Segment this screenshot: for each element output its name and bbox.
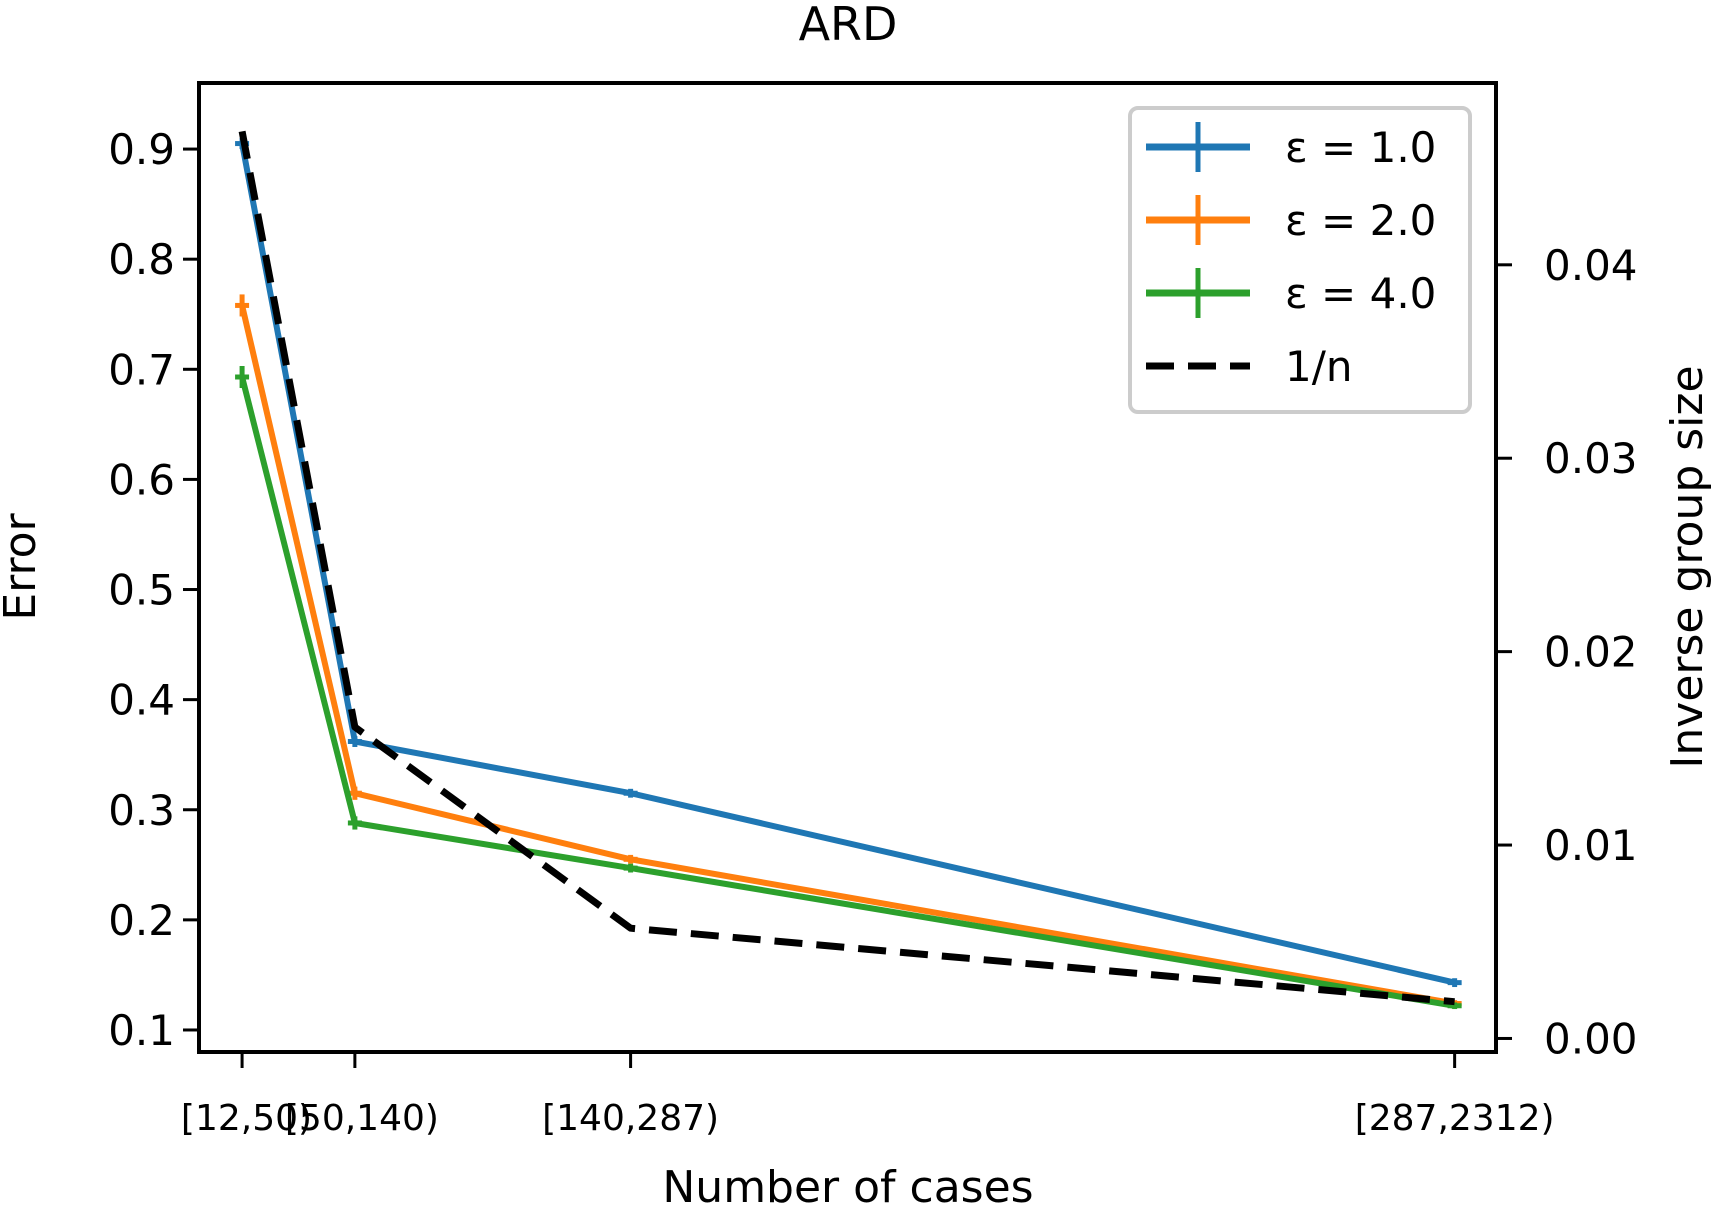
x-axis: [12,50)[50,140) [140,287) [287,2312) [181, 1052, 1555, 1139]
y-tick-label: 0.3 [108, 786, 175, 835]
chart-title: ARD [799, 0, 898, 51]
y2-tick-label: 0.01 [1544, 821, 1638, 870]
legend-label: ε = 4.0 [1285, 269, 1436, 318]
y2-tick-label: 0.03 [1544, 434, 1638, 483]
y-axis-label: Error [0, 512, 46, 620]
legend-label: ε = 2.0 [1285, 196, 1436, 245]
x-tick-label: [50,140) [285, 1098, 439, 1139]
y-tick-label: 0.8 [108, 235, 175, 284]
y-tick-label: 0.6 [108, 455, 175, 504]
y-tick-label: 0.7 [108, 345, 175, 394]
y2-tick-label: 0.00 [1544, 1014, 1638, 1063]
y-tick-label: 0.1 [108, 1006, 175, 1055]
plot-area [235, 130, 1462, 1010]
y-axis: 0.1 0.2 0.3 0.4 0.5 0.6 0.7 0.8 0.9 [108, 125, 199, 1055]
x-axis-label: Number of cases [662, 1162, 1033, 1206]
y2-tick-label: 0.02 [1544, 628, 1638, 677]
legend-box [1128, 106, 1472, 414]
y-tick-label: 0.2 [108, 896, 175, 945]
plot-frame [197, 81, 1498, 1054]
x-tick-label: [140,287) [542, 1098, 719, 1139]
y-tick-label: 0.4 [108, 676, 175, 725]
y2-tick-label: 0.04 [1544, 241, 1638, 290]
y-tick-label: 0.9 [108, 125, 175, 174]
series-line [239, 376, 1456, 1009]
legend-label: 1/n [1285, 342, 1353, 391]
y2-axis: 0.00 0.01 0.02 0.03 0.04 [1496, 241, 1638, 1063]
y2-axis-label: Inverse group size [1662, 365, 1713, 768]
x-tick-label: [287,2312) [1355, 1098, 1555, 1139]
y-tick-label: 0.5 [108, 566, 175, 615]
legend-label: ε = 1.0 [1285, 123, 1436, 172]
legend: ε = 1.0 ε = 2.0 ε = 4.0 1/n [1128, 106, 1472, 414]
series-line-inverse-n [238, 130, 1455, 1006]
x-tick-label: [12,50) [181, 1098, 312, 1139]
